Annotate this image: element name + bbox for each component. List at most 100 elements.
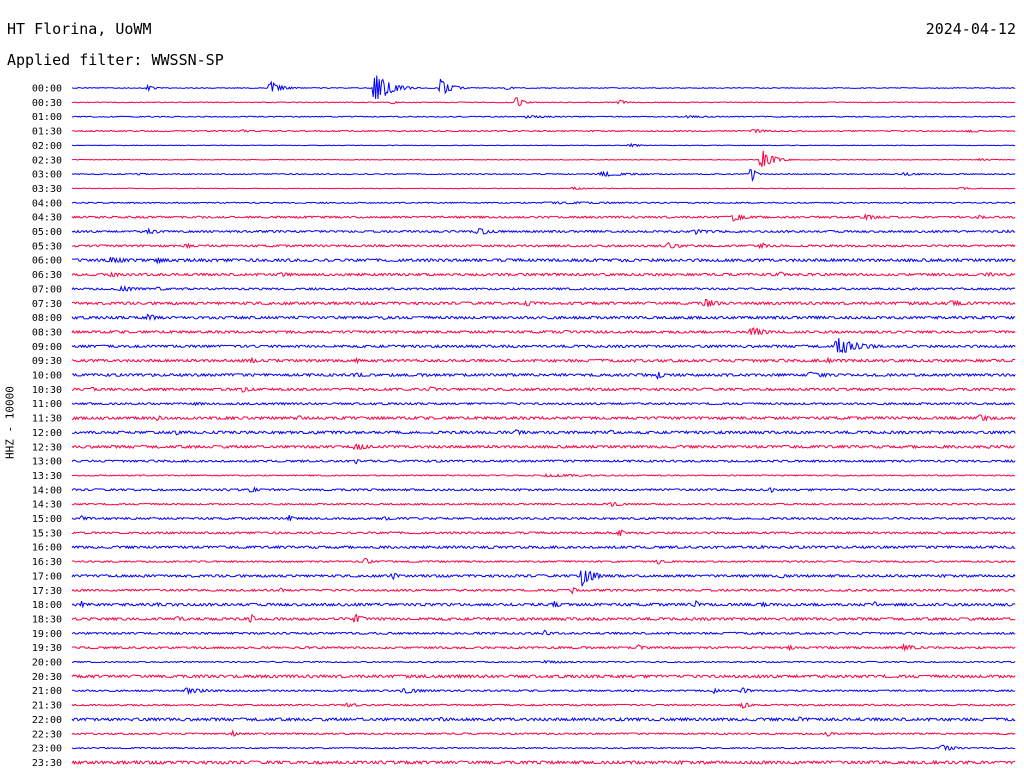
trace-rows: 00:00 00:30 01:00 01:30 02:00 02:30 03:00 03:30… [32,75,1016,769]
seismic-trace [71,501,1016,508]
seismic-trace [71,201,1016,205]
seismic-trace [71,544,1016,550]
trace-row: 15:00 [32,514,1016,525]
row-time-label: 05:00 [32,227,62,238]
trace-row: 03:00 [32,169,1016,183]
seismic-trace [71,729,1016,737]
trace-row: 08:30 [32,327,1016,338]
trace-row: 18:00 [32,599,1016,611]
seismic-trace [71,515,1016,522]
seismic-trace [71,529,1016,537]
row-time-label: 18:00 [32,600,62,611]
row-time-label: 01:30 [32,127,62,138]
seismic-trace [71,673,1016,679]
seismic-trace [71,75,1016,99]
seismic-trace [71,629,1016,636]
row-time-label: 21:00 [32,686,62,697]
row-time-label: 15:00 [32,514,62,525]
seismic-trace [71,371,1016,381]
row-time-label: 09:30 [32,356,62,367]
trace-row: 16:00 [32,543,1016,554]
row-time-label: 13:00 [32,457,62,468]
trace-row: 14:00 [32,485,1016,496]
trace-row: 13:30 [32,471,1016,482]
seismic-trace [71,642,1016,652]
trace-row: 20:00 [32,658,1016,669]
seismic-trace [71,356,1016,365]
row-time-label: 22:30 [32,729,62,740]
row-time-label: 22:00 [32,715,62,726]
seismic-trace [71,570,1016,587]
row-time-label: 04:00 [32,198,62,209]
row-time-label: 18:30 [32,614,62,625]
trace-row: 05:00 [32,227,1016,238]
seismic-trace [71,313,1016,322]
trace-row: 19:00 [32,629,1016,640]
trace-row: 19:30 [32,642,1016,654]
trace-row: 08:00 [32,313,1016,324]
trace-row: 07:30 [32,299,1016,310]
trace-row: 21:30 [32,701,1016,712]
filter-label: Applied filter: WWSSN-SP [7,51,224,69]
trace-row: 09:00 [32,338,1016,354]
row-time-label: 08:00 [32,313,62,324]
row-time-label: 13:30 [32,471,62,482]
trace-row: 04:00 [32,198,1016,209]
trace-row: 06:30 [32,270,1016,281]
row-time-label: 16:30 [32,557,62,568]
trace-row: 00:00 [32,75,1016,99]
trace-row: 10:00 [32,371,1016,382]
row-time-label: 03:00 [32,170,62,181]
seismic-trace [71,716,1016,722]
row-time-label: 03:30 [32,184,62,195]
trace-row: 17:00 [32,570,1016,587]
seismic-trace [71,687,1016,696]
row-time-label: 00:30 [32,98,62,109]
row-time-label: 10:30 [32,385,62,396]
trace-row: 10:30 [32,385,1016,396]
trace-row: 15:30 [32,528,1016,539]
trace-row: 02:00 [32,141,1016,152]
row-time-label: 15:30 [32,528,62,539]
row-time-label: 02:00 [32,141,62,152]
row-time-label: 20:00 [32,658,62,669]
row-time-label: 20:30 [32,672,62,683]
row-time-label: 06:00 [32,256,62,267]
seismic-trace [71,613,1016,623]
trace-row: 04:30 [32,213,1016,224]
row-time-label: 05:30 [32,241,62,252]
row-time-label: 14:30 [32,500,62,511]
row-time-label: 08:30 [32,327,62,338]
seismic-trace [71,128,1016,134]
seismic-trace [71,557,1016,565]
seismic-trace [71,386,1016,393]
station-title: HT Florina, UoWM [7,20,152,38]
seismic-trace [71,443,1016,451]
trace-row: 06:00 [32,256,1016,267]
seismic-trace [71,186,1016,191]
seismic-trace [71,486,1016,494]
row-time-label: 14:00 [32,485,62,496]
seismic-trace [71,327,1016,335]
row-time-label: 17:30 [32,586,62,597]
seismic-trace [71,414,1016,422]
seismic-trace [71,459,1016,465]
row-time-label: 21:30 [32,701,62,712]
row-time-label: 00:00 [32,84,62,95]
trace-row: 21:00 [32,686,1016,697]
row-time-label: 01:00 [32,112,62,123]
seismic-trace [71,702,1016,709]
seismic-trace [71,271,1016,278]
trace-row: 22:30 [32,729,1016,740]
seismic-trace [71,169,1016,183]
trace-row: 07:00 [32,284,1016,295]
seismic-trace [71,472,1016,478]
seismic-trace [71,744,1016,752]
seismic-trace [71,401,1016,407]
seismic-trace [71,587,1016,595]
trace-row: 11:00 [32,399,1016,410]
seismic-trace [71,338,1016,354]
seismic-trace [71,428,1016,436]
row-time-label: 23:00 [32,744,62,755]
